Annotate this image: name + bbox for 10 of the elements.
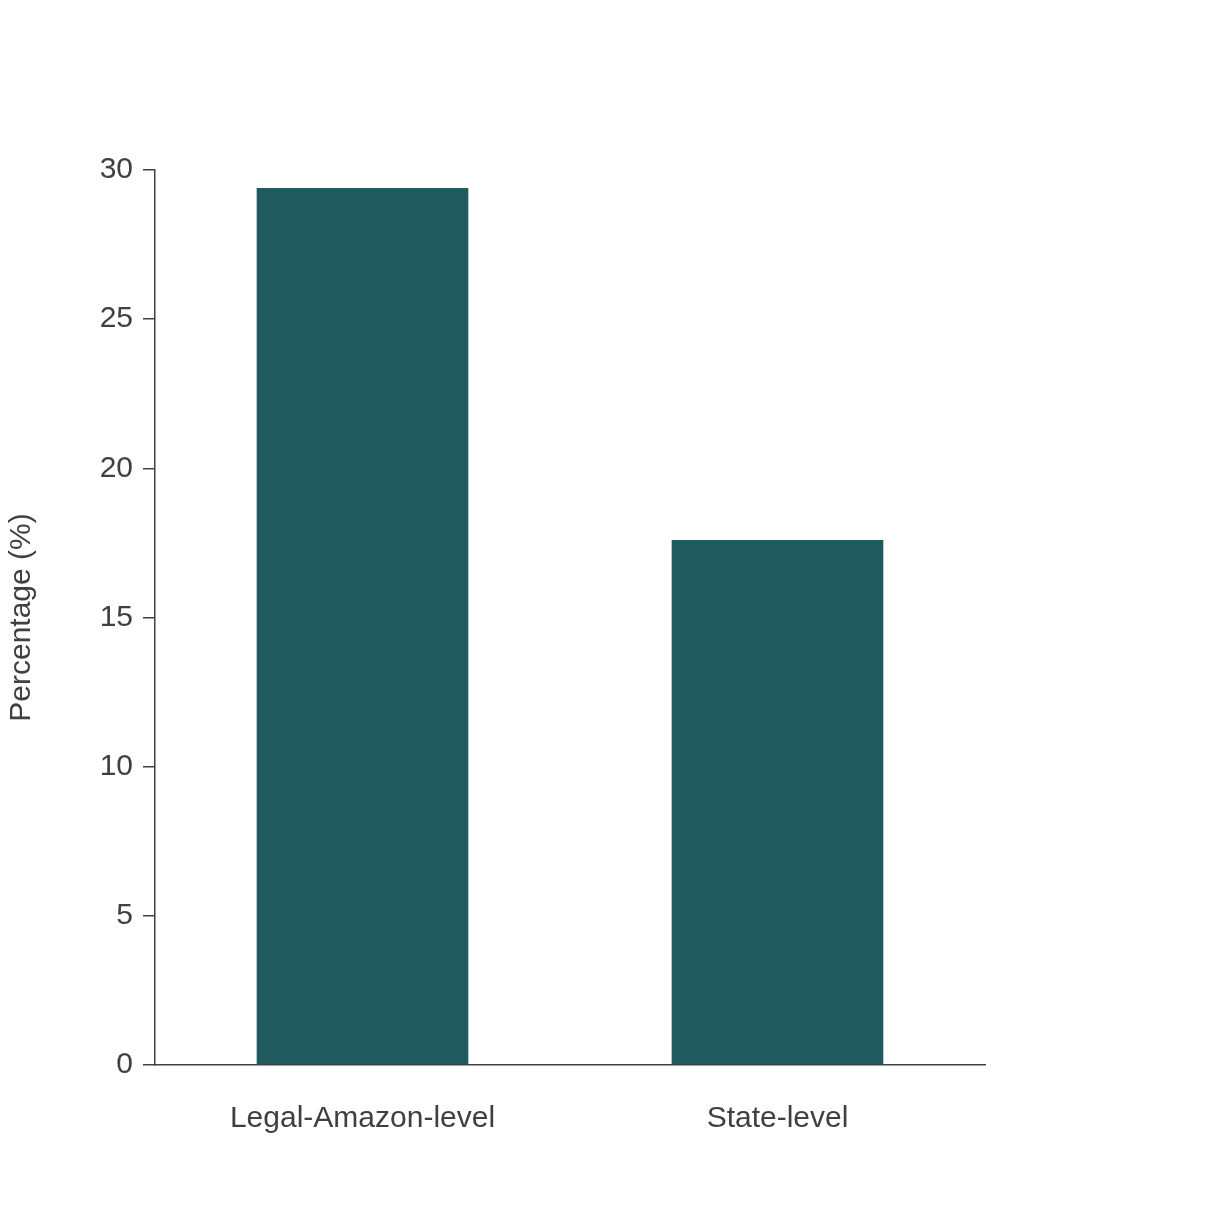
x-tick-label: State-level [706,1100,849,1134]
x-tick-label: Legal-Amazon-level [229,1100,496,1134]
y-tick-label: 0 [116,1046,133,1080]
y-axis-title: Percentage (%) [3,513,37,722]
y-tick-label: 30 [99,151,133,185]
y-tick-label: 15 [99,598,133,632]
y-tick-label: 10 [99,747,133,781]
y-tick-label: 25 [99,300,133,334]
y-tick-label: 20 [99,449,133,483]
y-tick-label: 5 [116,897,133,931]
